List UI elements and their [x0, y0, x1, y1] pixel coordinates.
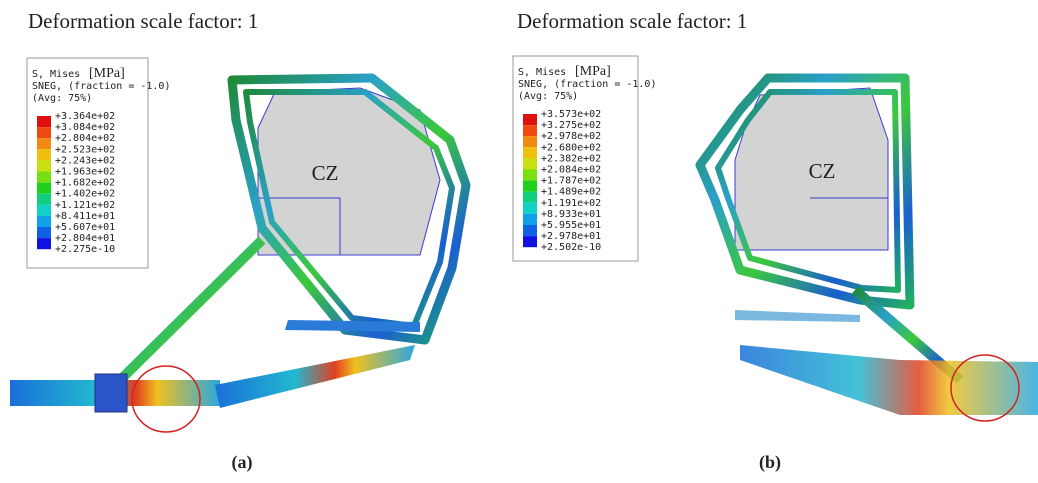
legend-swatch	[523, 114, 537, 125]
legend-level: +2.382e+02	[541, 153, 601, 164]
legend-swatch	[523, 147, 537, 158]
legend-swatch	[37, 127, 51, 138]
legend-line: (Avg: 75%)	[518, 91, 578, 102]
legend-swatch	[523, 136, 537, 147]
panel-caption: (a)	[232, 452, 253, 473]
legend-level: +2.502e-10	[541, 242, 601, 253]
legend-level: +5.955e+01	[541, 220, 601, 231]
legend-level: +5.607e+01	[55, 222, 115, 233]
legend-swatch	[37, 194, 51, 205]
legend-level: +3.084e+02	[55, 122, 115, 133]
legend-level: +2.804e+01	[55, 233, 115, 244]
legend-quantity: S, Mises	[32, 69, 80, 80]
legend-level: +8.411e+01	[55, 211, 115, 222]
legend-swatch	[523, 225, 537, 236]
legend-swatch	[37, 138, 51, 149]
panel-title: Deformation scale factor: 1	[28, 9, 258, 33]
legend-line: SNEG, (fraction = -1.0)	[32, 81, 170, 92]
legend-level: +2.978e+02	[541, 131, 601, 142]
legend-swatch	[523, 125, 537, 136]
legend-level: +2.275e-10	[55, 244, 115, 255]
figure: Deformation scale factor: 1 S, Mises [MPa]…	[0, 0, 1038, 483]
legend-swatch	[37, 205, 51, 216]
legend-level: +3.275e+02	[541, 120, 601, 131]
legend-swatch	[37, 149, 51, 160]
legend-swatch	[523, 158, 537, 169]
legend-level: +1.682e+02	[55, 178, 115, 189]
legend-swatch	[37, 172, 51, 183]
legend-unit: [MPa]	[89, 66, 125, 81]
legend-swatch	[37, 216, 51, 227]
legend-level: +8.933e+01	[541, 209, 601, 220]
legend-swatch	[523, 236, 537, 247]
legend-swatch	[37, 183, 51, 194]
legend-quantity: S, Mises	[518, 67, 566, 78]
legend-swatch	[37, 227, 51, 238]
legend-level: +2.243e+02	[55, 155, 115, 166]
legend-swatch	[37, 238, 51, 249]
legend-level: +1.191e+02	[541, 198, 601, 209]
legend-swatch	[523, 181, 537, 192]
legend-line: (Avg: 75%)	[32, 93, 92, 104]
model-b	[700, 78, 1038, 421]
zone-label: CZ	[809, 159, 836, 183]
panel-title: Deformation scale factor: 1	[517, 9, 747, 33]
legend-level: +1.489e+02	[541, 187, 601, 198]
legend-level: +1.121e+02	[55, 200, 115, 211]
legend-swatch	[523, 170, 537, 181]
legend-swatch	[523, 203, 537, 214]
legend-level: +2.804e+02	[55, 133, 115, 144]
legend-swatch	[523, 192, 537, 203]
legend-level: +2.978e+01	[541, 231, 601, 242]
legend-level: +1.787e+02	[541, 176, 601, 187]
legend-unit: [MPa]	[575, 64, 611, 79]
legend-level: +1.963e+02	[55, 167, 115, 178]
legend-level: +2.084e+02	[541, 165, 601, 176]
legend-swatch	[37, 116, 51, 127]
legend-level: +2.680e+02	[541, 142, 601, 153]
legend-swatch	[37, 160, 51, 171]
panel-caption: (b)	[759, 452, 781, 473]
legend-level: +3.364e+02	[55, 111, 115, 122]
zone-label: CZ	[312, 161, 339, 185]
legend-line: SNEG, (fraction = -1.0)	[518, 79, 656, 90]
legend-swatch	[523, 214, 537, 225]
legend-level: +3.573e+02	[541, 109, 601, 120]
legend-level: +1.402e+02	[55, 189, 115, 200]
legend-level: +2.523e+02	[55, 144, 115, 155]
